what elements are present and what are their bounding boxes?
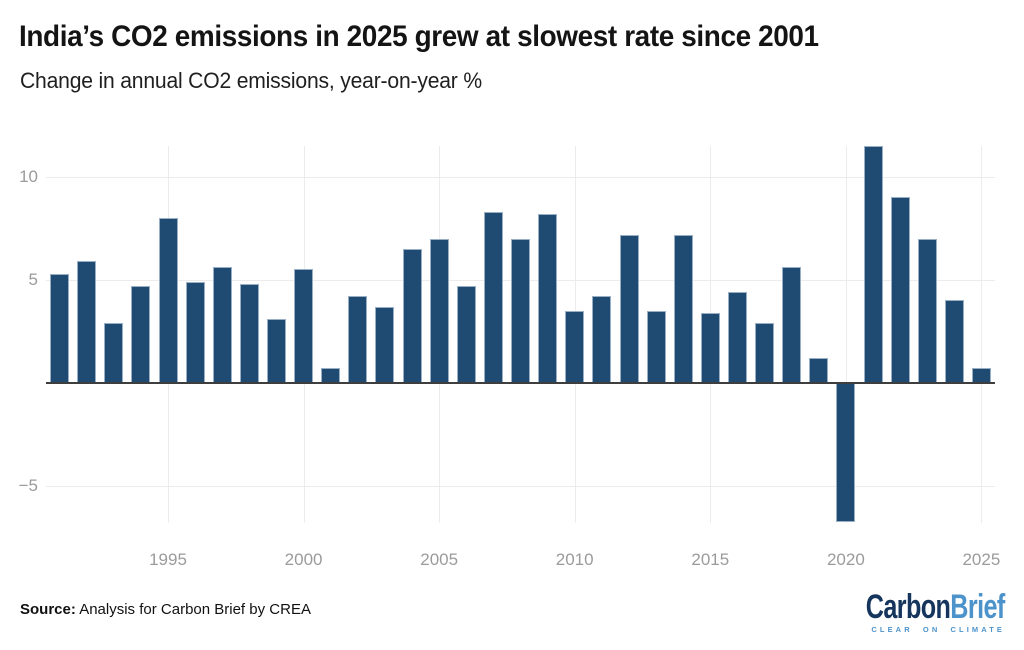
bar-1997	[212, 267, 232, 383]
bar-2002	[348, 296, 368, 383]
bar-2025	[971, 368, 991, 383]
bar-2009	[538, 213, 558, 383]
source-line: Source: Analysis for Carbon Brief by CRE…	[20, 601, 311, 618]
bar-2014	[673, 234, 693, 383]
source-label: Source:	[20, 601, 76, 618]
x-gridline-2020	[845, 146, 847, 523]
x-tick-label-2020: 2020	[826, 550, 865, 569]
y-tick-label-5: 5	[28, 269, 38, 289]
bar-2018	[782, 267, 802, 383]
y-tick-label-10: 10	[19, 166, 38, 186]
x-tick-label-2025: 2025	[962, 550, 1001, 569]
bar-1999	[267, 318, 286, 383]
bar-2008	[511, 238, 530, 383]
bar-1998	[239, 283, 259, 383]
y-tick-label--5: −5	[18, 475, 38, 495]
bar-2012	[619, 234, 639, 383]
x-gridline-2025	[981, 146, 983, 523]
bar-2024	[944, 300, 964, 383]
bar-2003	[375, 306, 395, 383]
bar-1991	[50, 273, 70, 383]
bar-2016	[727, 292, 747, 383]
logo-carbon-text: Carbon	[866, 588, 951, 626]
bar-1993	[104, 322, 124, 383]
bar-2004	[402, 248, 422, 383]
bar-2021	[863, 146, 883, 383]
page-title: India’s CO2 emissions in 2025 grew at sl…	[19, 20, 819, 53]
bar-2001	[321, 368, 341, 383]
logo-tagline: CLEAR ON CLIMATE	[871, 625, 1005, 634]
carbonbrief-wordmark: CarbonBrief	[866, 590, 1005, 624]
bar-2000	[294, 269, 314, 383]
bar-2013	[646, 310, 666, 383]
x-tick-label-2000: 2000	[284, 550, 323, 569]
bar-2010	[565, 310, 585, 383]
bar-2019	[809, 357, 829, 383]
bar-2005	[429, 238, 449, 383]
bar-2015	[700, 312, 720, 383]
x-tick-label-2010: 2010	[555, 550, 594, 569]
page-subtitle: Change in annual CO2 emissions, year-on-…	[20, 68, 482, 93]
bar-1996	[185, 281, 205, 383]
bar-2017	[755, 322, 774, 383]
bar-1995	[158, 218, 178, 383]
bar-2020	[836, 382, 856, 523]
x-tick-label-1995: 1995	[149, 550, 187, 569]
y-gridline--5	[46, 485, 995, 487]
bar-2006	[456, 285, 476, 383]
bar-2007	[483, 211, 503, 383]
logo-brief-text: Brief	[950, 588, 1006, 626]
y-gridline-10	[46, 176, 995, 178]
x-tick-label-2005: 2005	[420, 550, 459, 569]
bar-1992	[77, 261, 97, 383]
bar-2011	[592, 296, 612, 383]
source-text: Analysis for Carbon Brief by CREA	[75, 601, 311, 618]
bar-2023	[917, 238, 937, 383]
carbonbrief-logo: CarbonBrief CLEAR ON CLIMATE	[817, 590, 1005, 634]
bar-1994	[131, 285, 151, 383]
x-tick-label-2015: 2015	[691, 550, 730, 569]
zero-axis-line	[46, 381, 995, 384]
bar-2022	[890, 197, 910, 383]
